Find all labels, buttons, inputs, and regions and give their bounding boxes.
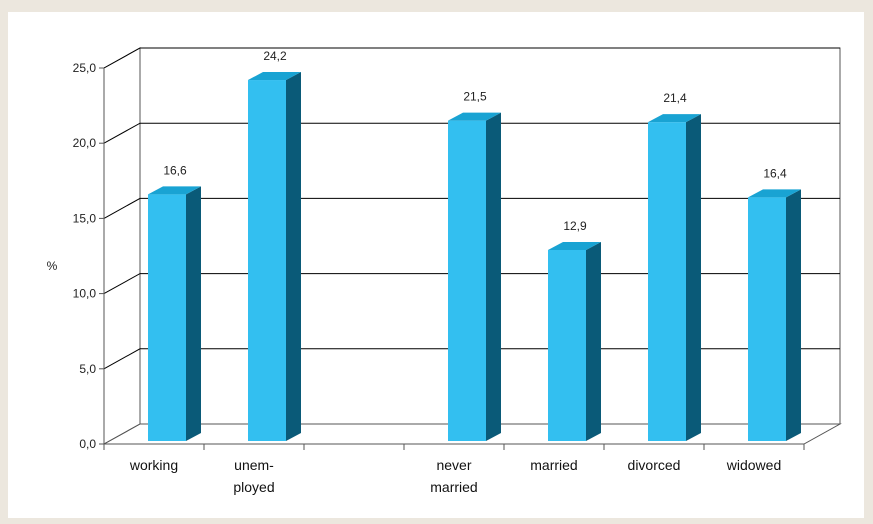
bar-front [148,194,186,441]
bar-front [648,122,686,442]
x-tick-label: divorced [628,457,681,473]
y-tick-label: 15,0 [73,211,97,225]
data-label: 21,4 [663,91,687,105]
y-axis-label: % [47,259,58,273]
bar-front [748,197,786,441]
left-wall [103,47,141,445]
bar-side [586,241,601,441]
gridline [103,273,840,295]
bar-top [248,72,301,81]
data-label: 16,6 [163,163,187,177]
gridline [103,122,840,144]
x-tick-label: never [436,457,471,473]
data-label: 12,9 [563,219,587,233]
y-tick-label: 10,0 [73,287,97,301]
bar-side [686,114,701,442]
y-tick-label: 20,0 [73,136,97,150]
gridline [103,197,840,219]
data-label: 24,2 [263,49,287,63]
data-label: 21,5 [463,90,487,104]
x-tick-label: married [530,457,577,473]
bar-side [786,189,801,441]
y-tick-label: 5,0 [79,362,96,376]
x-tick-label: ployed [233,479,274,495]
y-tick-label: 25,0 [73,61,97,75]
x-tick-label: working [129,457,178,473]
y-tick-label: 0,0 [79,437,96,451]
bar-front [448,120,486,441]
bar-top [448,112,501,121]
x-tick-label: widowed [726,457,781,473]
data-label: 16,4 [763,166,787,180]
chart-frame: 0,0 5,0 10,0 15,0 20,0 25,0% 16,6 working 24,2 un… [8,12,864,518]
bar-side [186,186,201,441]
bar-top [148,186,201,195]
gridline [103,348,840,370]
bar-top [548,241,601,250]
bar-side [486,112,501,441]
bar-top [648,114,701,123]
bar-side [286,72,301,442]
bar-chart: 0,0 5,0 10,0 15,0 20,0 25,0% 16,6 working 24,2 un… [47,47,842,495]
gridline [103,47,840,69]
x-tick-label: unem- [234,457,274,473]
bar-front [548,249,586,441]
x-tick-label: married [430,479,477,495]
bar-front [248,80,286,442]
bar-top [748,189,801,198]
